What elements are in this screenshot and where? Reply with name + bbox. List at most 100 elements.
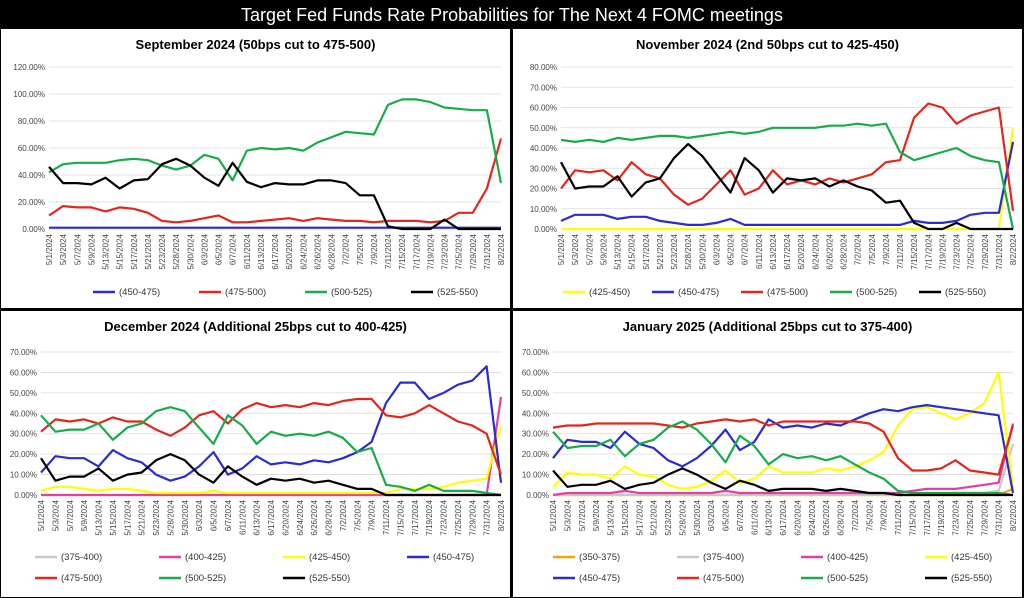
x-tick-label: 6/11/2024 (243, 233, 252, 269)
series-line-450-475 (552, 403, 1015, 494)
x-tick-label: 6/13/2024 (253, 499, 262, 535)
chart-december-svg: December 2024 (Additional 25bps cut to 4… (10, 319, 506, 584)
x-tick-label: 5/9/2024 (87, 233, 96, 265)
legend-label: (475-500) (767, 287, 808, 298)
y-tick-label: 80.00% (18, 117, 45, 126)
x-tick-label: 5/17/2024 (642, 233, 651, 269)
legend-label: (475-500) (61, 573, 102, 584)
x-tick-label: 6/3/2024 (200, 233, 209, 265)
chart-panel-september: September 2024 (50bps cut to 475-500) 0.0… (1, 29, 510, 308)
x-tick-label: 6/28/2024 (325, 499, 334, 535)
x-tick-label: 7/29/2024 (980, 499, 989, 535)
x-tick-label: 7/11/2024 (382, 499, 391, 535)
x-tick-label: 7/23/2024 (953, 233, 962, 269)
x-tick-label: 6/13/2024 (257, 233, 266, 269)
x-tick-label: 5/30/2024 (693, 499, 702, 535)
legend-label: (450-475) (433, 552, 474, 563)
x-tick-label: 5/23/2024 (152, 499, 161, 535)
x-tick-label: 7/19/2024 (938, 233, 947, 269)
chart-title: December 2024 (Additional 25bps cut to 4… (104, 319, 407, 334)
series-line-500-525 (560, 122, 1015, 230)
x-tick-label: 5/7/2024 (578, 499, 587, 531)
x-tick-label: 5/28/2024 (166, 499, 175, 535)
x-tick-label: 7/2/2024 (854, 233, 863, 265)
legend-label: (525-550) (437, 287, 478, 298)
legend-label: (500-525) (856, 287, 897, 298)
x-tick-label: 5/7/2024 (585, 233, 594, 265)
x-tick-label: 5/1/2024 (549, 499, 558, 531)
legend-label: (500-525) (185, 573, 226, 584)
x-tick-label: 8/2/2024 (497, 233, 506, 265)
x-tick-label: 6/20/2024 (285, 233, 294, 269)
chart-panel-december: December 2024 (Additional 25bps cut to 4… (1, 311, 510, 597)
x-tick-label: 7/15/2024 (396, 499, 405, 535)
legend-label: (425-450) (309, 552, 350, 563)
x-tick-label: 7/15/2024 (910, 233, 919, 269)
x-tick-label: 6/28/2024 (840, 233, 849, 269)
x-tick-label: 5/21/2024 (144, 233, 153, 269)
x-tick-label: 7/25/2024 (967, 233, 976, 269)
x-tick-label: 5/21/2024 (656, 233, 665, 269)
x-tick-label: 6/7/2024 (229, 233, 238, 265)
x-tick-label: 6/26/2024 (825, 233, 834, 269)
x-tick-label: 5/3/2024 (59, 233, 68, 265)
x-tick-label: 7/2/2024 (851, 499, 860, 531)
x-tick-label: 7/11/2024 (896, 233, 905, 269)
y-tick-label: 0.00% (526, 491, 549, 500)
chart-title: January 2025 (Additional 25bps cut to 37… (623, 319, 913, 334)
legend-label: (475-500) (703, 573, 744, 584)
x-tick-label: 6/20/2024 (793, 499, 802, 535)
x-tick-label: 6/26/2024 (822, 499, 831, 535)
y-tick-label: 10.00% (530, 205, 557, 214)
legend-label: (525-550) (945, 287, 986, 298)
legend-label: (500-525) (331, 287, 372, 298)
x-tick-label: 7/9/2024 (370, 233, 379, 265)
y-tick-label: 60.00% (18, 144, 45, 153)
x-tick-label: 5/23/2024 (670, 233, 679, 269)
chart-september-svg: September 2024 (50bps cut to 475-500) 0.0… (13, 37, 506, 298)
y-tick-label: 10.00% (10, 471, 37, 480)
x-tick-label: 6/24/2024 (811, 233, 820, 269)
x-tick-label: 5/1/2024 (45, 233, 54, 265)
x-tick-label: 6/11/2024 (750, 499, 759, 535)
chart-panel-january: January 2025 (Additional 25bps cut to 37… (513, 311, 1022, 597)
x-tick-label: 6/13/2024 (769, 233, 778, 269)
y-tick-label: 40.00% (522, 409, 549, 418)
x-tick-label: 6/7/2024 (224, 499, 233, 531)
x-tick-label: 7/9/2024 (368, 499, 377, 531)
x-tick-label: 5/3/2024 (571, 233, 580, 265)
y-tick-label: 60.00% (522, 368, 549, 377)
x-tick-label: 5/30/2024 (186, 233, 195, 269)
series-line-425-450 (40, 425, 503, 495)
y-tick-label: 10.00% (522, 471, 549, 480)
x-tick-label: 7/25/2024 (966, 499, 975, 535)
x-tick-label: 5/23/2024 (664, 499, 673, 535)
x-tick-label: 7/17/2024 (924, 233, 933, 269)
series-line-450-475 (560, 141, 1015, 226)
x-tick-label: 8/2/2024 (1009, 233, 1018, 265)
y-tick-label: 20.00% (18, 198, 45, 207)
series-line-475-500 (40, 397, 503, 475)
x-tick-label: 5/30/2024 (698, 233, 707, 269)
x-tick-label: 7/29/2024 (468, 499, 477, 535)
x-tick-label: 5/15/2024 (116, 233, 125, 269)
x-tick-label: 5/1/2024 (37, 499, 46, 531)
x-tick-label: 7/29/2024 (981, 233, 990, 269)
y-tick-label: 70.00% (10, 348, 37, 357)
legend-label: (400-425) (827, 552, 868, 563)
x-tick-label: 7/9/2024 (880, 499, 889, 531)
x-tick-label: 6/5/2024 (215, 233, 224, 265)
y-tick-label: 60.00% (10, 368, 37, 377)
x-tick-label: 7/2/2024 (342, 233, 351, 265)
x-tick-label: 7/31/2024 (483, 499, 492, 535)
x-tick-label: 7/23/2024 (440, 499, 449, 535)
y-tick-label: 20.00% (530, 185, 557, 194)
series-line-500-525 (552, 420, 1014, 497)
x-tick-label: 6/17/2024 (783, 233, 792, 269)
series-line-400-425 (41, 396, 503, 497)
x-tick-label: 5/21/2024 (650, 499, 659, 535)
x-tick-label: 6/20/2024 (281, 499, 290, 535)
x-tick-label: 5/28/2024 (172, 233, 181, 269)
x-tick-label: 7/19/2024 (937, 499, 946, 535)
x-tick-label: 7/31/2024 (483, 233, 492, 269)
